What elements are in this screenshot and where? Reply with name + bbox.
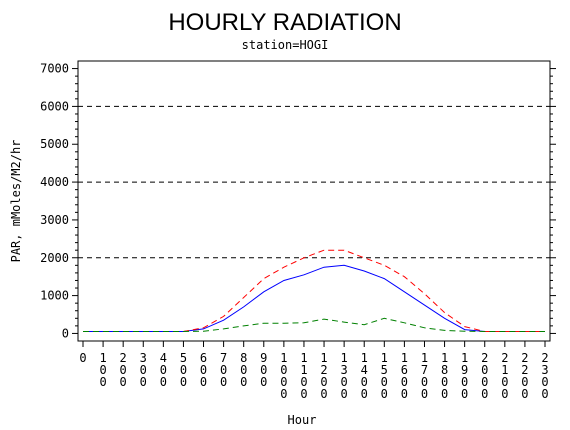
y-tick-label: 5000: [40, 137, 69, 151]
series-line-3: [83, 317, 545, 332]
y-tick-label: 4000: [40, 175, 69, 189]
series-lines: [83, 249, 545, 332]
y-axis-label: PAR, mMoles/M2/hr: [9, 140, 23, 263]
y-tick-label: 2000: [40, 251, 69, 265]
y-tick-label: 6000: [40, 99, 69, 113]
chart-subtitle: station=HOGI: [242, 38, 329, 52]
plot-frame: [77, 60, 551, 342]
series-line-1: [83, 264, 545, 332]
x-axis: 0 1 0 0 2 0 0 3 0 0 4 0 0 5 0 0 6 0 0 7 0 0 8 0 0 9 0 0 1 0 0 0 1 1 0 0 1 2 0 0…: [79, 341, 549, 401]
y-tick-label: 1000: [40, 289, 69, 303]
y-tick-label: 3000: [40, 213, 69, 227]
x-tick-label: 0: [79, 351, 86, 365]
y-axis: 0 1000 2000 3000 4000 5000 6000 7000: [40, 62, 556, 340]
series-line-2: [83, 249, 545, 332]
x-axis-label: Hour: [288, 413, 317, 427]
reference-lines: [78, 105, 550, 259]
y-tick-label: 0: [62, 326, 69, 340]
y-tick-label: 7000: [40, 62, 69, 76]
chart-title: HOURLY RADIATION: [168, 9, 401, 36]
